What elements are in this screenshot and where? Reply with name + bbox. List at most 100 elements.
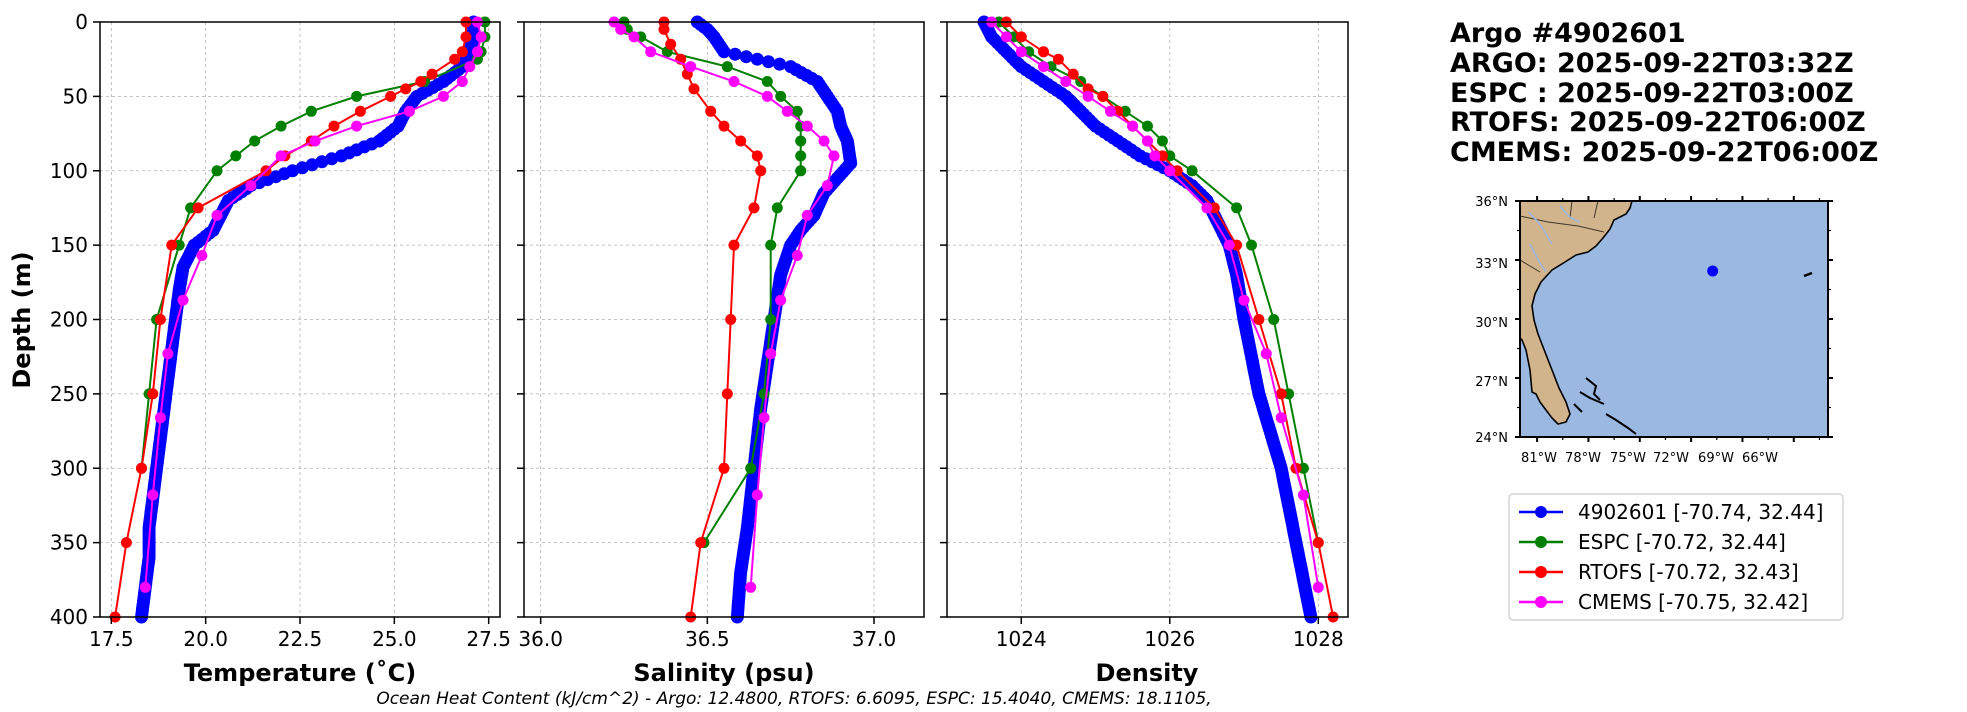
cmems-point: [475, 31, 487, 43]
argo-point: [750, 52, 764, 66]
rtofs-point: [385, 90, 397, 102]
x-tick-label: 1026: [1144, 627, 1195, 651]
y-tick-label: 200: [50, 308, 88, 332]
map-lat-label: 27°N: [1475, 375, 1508, 390]
rtofs-point: [705, 105, 717, 117]
espc-point: [775, 90, 787, 102]
salinity-grid: [524, 21, 924, 618]
salinity-ticks: 36.0 36.5 37.0: [517, 21, 896, 651]
cmems-point: [1297, 489, 1309, 501]
espc-point: [791, 105, 803, 117]
rtofs-point: [192, 202, 204, 214]
rtofs-point: [1038, 46, 1049, 58]
rtofs-point: [748, 202, 760, 214]
rtofs-point: [688, 83, 700, 95]
rtofs-point: [1253, 314, 1265, 325]
cmems-point: [1060, 76, 1072, 87]
salinity-xlabel: Salinity (psu): [633, 659, 814, 687]
cmems-point: [139, 581, 151, 593]
rtofs-point: [154, 314, 166, 325]
espc-point: [211, 165, 223, 177]
map-lat-label: 24°N: [1475, 431, 1508, 446]
map-lon-label: 75°W: [1610, 451, 1646, 466]
rtofs-point: [721, 388, 733, 400]
legend: 4902601 [-70.74, 32.44] ESPC [-70.72, 32…: [1508, 493, 1844, 621]
espc-line: [998, 21, 1320, 543]
cmems-point: [471, 46, 483, 58]
rtofs-point: [751, 150, 763, 162]
map-ticks: [1515, 196, 1833, 442]
cmems-point: [1223, 239, 1235, 251]
title-argo-time: ARGO: 2025-09-22T03:32Z: [1450, 48, 1854, 79]
espc-point: [771, 202, 783, 214]
map-islands-bahamas: [1573, 377, 1637, 435]
cmems-point: [765, 348, 777, 360]
map-island-bermuda: [1803, 271, 1813, 278]
temperature-series: [109, 15, 491, 624]
legend-entry-rtofs: RTOFS [-70.72, 32.43]: [1519, 560, 1799, 584]
legend-label: CMEMS [-70.75, 32.42]: [1578, 590, 1808, 614]
cmems-point: [147, 489, 159, 501]
cmems-point: [1038, 61, 1049, 73]
argo-point: [761, 55, 775, 69]
legend-entry-argo: 4902601 [-70.74, 32.44]: [1519, 500, 1823, 524]
density-ticks: 1024 1026 1028: [940, 21, 1344, 651]
x-tick-label: 36.0: [518, 627, 563, 651]
argo-point: [739, 50, 753, 64]
rtofs-point: [1312, 537, 1324, 549]
salinity-panel: 36.0 36.5 37.0 Salinity (psu): [517, 15, 925, 687]
cmems-point: [1238, 294, 1250, 306]
map-lon-label: 78°W: [1565, 451, 1601, 466]
argo-point: [315, 155, 329, 169]
rtofs-point: [460, 31, 472, 43]
espc-point: [1156, 135, 1168, 147]
cmems-point: [196, 250, 208, 261]
rtofs-point: [147, 388, 159, 400]
map-lon-label: 72°W: [1653, 451, 1689, 466]
y-tick-label: 250: [50, 382, 88, 406]
cmems-point: [615, 23, 627, 35]
cmems-point: [1275, 412, 1287, 424]
espc-point: [795, 165, 807, 177]
temperature-ticks: 17.5 20.0 22.5 25.0 27.5 0 50 100 150 200 250 300 35…: [50, 10, 511, 651]
cmems-point: [801, 120, 813, 132]
cmems-point: [464, 61, 476, 73]
y-tick-label: 50: [63, 84, 88, 108]
rtofs-point: [328, 120, 340, 132]
legend-frame: [1508, 493, 1844, 621]
rtofs-point: [1052, 53, 1064, 65]
rtofs-point: [1097, 90, 1109, 102]
rtofs-point: [718, 462, 730, 474]
title-espc-time: ESPC : 2025-09-22T03:00Z: [1450, 78, 1854, 109]
title-float-id: Argo #4902601: [1450, 18, 1686, 49]
title-block: Argo #4902601 ARGO: 2025-09-22T03:32Z ES…: [1450, 18, 1878, 168]
rtofs-point: [665, 38, 677, 50]
map-lon-label: 66°W: [1742, 451, 1778, 466]
rtofs-point: [456, 46, 468, 58]
cmems-point: [1149, 150, 1161, 162]
y-tick-label: 100: [50, 159, 88, 183]
cmems-point: [818, 135, 830, 147]
rtofs-point: [1015, 31, 1027, 43]
argo-point: [325, 152, 339, 166]
espc-point: [1142, 120, 1153, 132]
cmems-point: [1104, 105, 1116, 117]
argo-point: [335, 149, 348, 163]
float-location-marker: [1707, 265, 1719, 277]
cmems-point: [728, 76, 740, 87]
legend-marker: [1535, 506, 1547, 518]
map-lon-label: 69°W: [1698, 451, 1734, 466]
cmems-point: [781, 105, 793, 117]
rtofs-point: [725, 314, 737, 325]
depth-ylabel: Depth (m): [8, 251, 36, 388]
y-tick-label: 300: [50, 456, 88, 480]
y-tick-label: 150: [50, 233, 88, 257]
rtofs-point: [695, 537, 707, 549]
cmems-point: [1082, 90, 1094, 102]
map-borders: [1519, 200, 1605, 273]
cmems-point: [751, 489, 763, 501]
x-tick-label: 1024: [996, 627, 1047, 651]
title-rtofs-time: RTOFS: 2025-09-22T06:00Z: [1450, 107, 1866, 138]
map-lat-label: 36°N: [1475, 195, 1508, 210]
cmems-point: [1015, 46, 1027, 58]
